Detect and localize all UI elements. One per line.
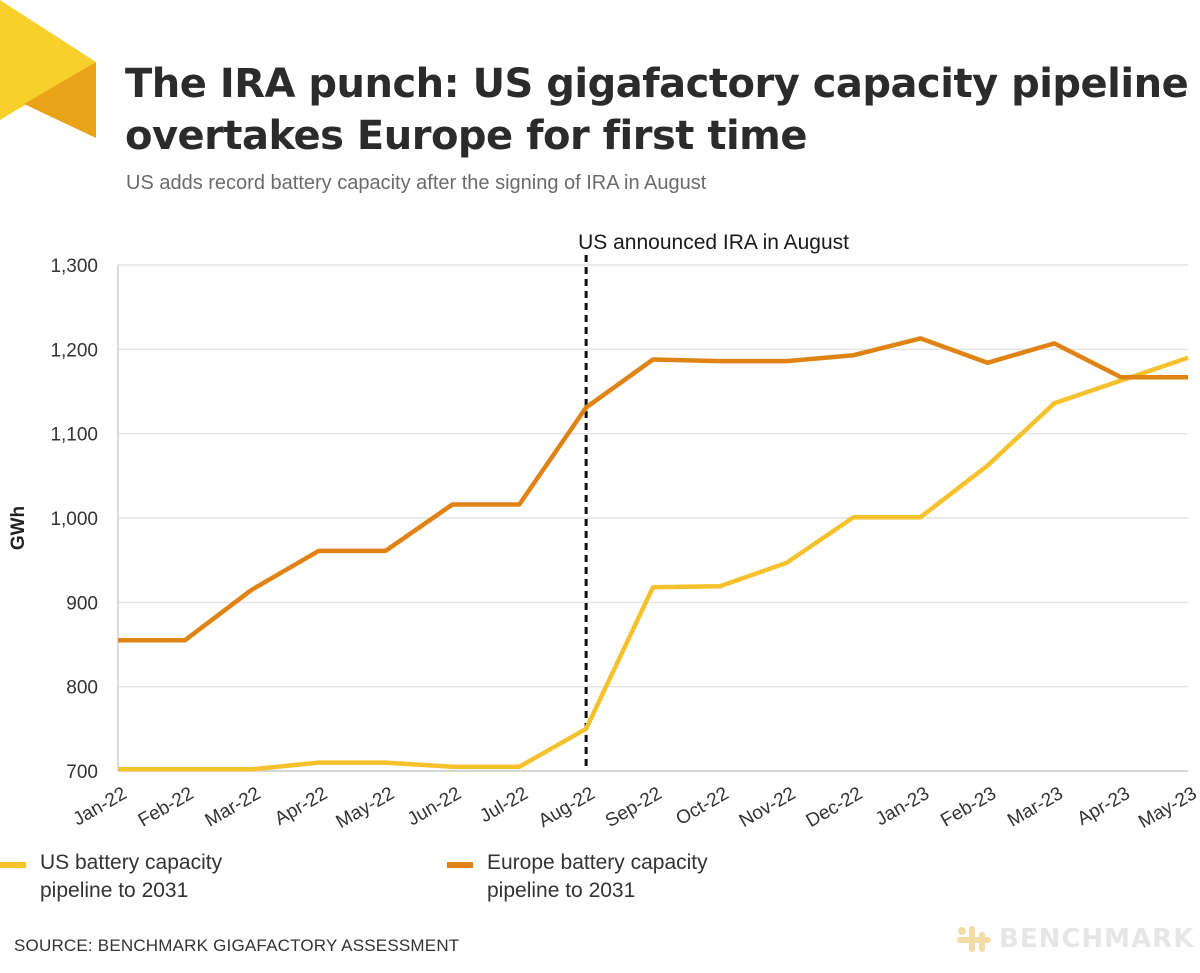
series-line-us — [118, 355, 1189, 772]
x-tick-label: May-22 — [333, 783, 398, 833]
line-chart: 700 800 900 1,000 1,100 1,200 1,300 GWh US anno… — [8, 231, 1200, 833]
series-layer — [118, 336, 1189, 772]
y-tick-label: 1,300 — [50, 256, 98, 277]
legend-label-us: US battery capacity pipeline to 2031 — [40, 851, 223, 902]
brand-logo-icon — [957, 926, 991, 952]
legend-swatch-us — [0, 862, 26, 868]
chart-subtitle: US adds record battery capacity after th… — [126, 172, 707, 194]
y-tick-label: 800 — [66, 678, 98, 699]
x-tick-label: Oct-22 — [672, 783, 732, 830]
x-tick-label: Mar-23 — [1004, 783, 1067, 831]
label-layer: Jan-22 Feb-22 Mar-22 Apr-22 May-22 Jun-22 Jul-… — [70, 783, 1200, 833]
y-tick-label: 1,100 — [50, 425, 98, 446]
grid-layer — [118, 264, 1188, 772]
logo-shape — [0, 0, 96, 138]
x-tick-label: Jan-23 — [872, 783, 933, 830]
legend-item-us: US battery capacity pipeline to 2031 — [0, 849, 270, 905]
annotation-label: US announced IRA in August — [578, 231, 849, 254]
x-tick-label: Jun-22 — [404, 783, 465, 830]
y-tick-label: 900 — [66, 593, 98, 614]
x-tick-label: Aug-22 — [535, 783, 599, 832]
y-axis-label: GWh — [8, 506, 29, 550]
x-tick-label: Feb-23 — [937, 783, 1000, 831]
brand-watermark: BENCHMARK — [955, 922, 1194, 956]
x-tick-label: Sep-22 — [602, 783, 666, 832]
logo-shape-light — [0, 0, 96, 120]
y-tick-label: 700 — [66, 762, 98, 783]
y-tick-label: 1,200 — [50, 340, 98, 361]
y-tick-label: 1,000 — [50, 509, 98, 530]
x-tick-label: Jan-22 — [70, 783, 131, 830]
x-tick-label: Nov-22 — [736, 783, 800, 832]
x-tick-label: Apr-22 — [271, 783, 331, 830]
legend-item-europe: Europe battery capacity pipeline to 2031 — [447, 849, 717, 905]
x-tick-label: Feb-22 — [135, 783, 198, 831]
source-note: SOURCE: BENCHMARK GIGAFACTORY ASSESSMENT — [14, 936, 460, 955]
annotation-layer: US announced IRA in August — [578, 231, 849, 771]
axis-layer: 700 800 900 1,000 1,100 1,200 1,300 GWh — [8, 256, 119, 783]
x-tick-label: Jul-22 — [476, 783, 531, 827]
x-tick-label: Apr-23 — [1074, 783, 1134, 830]
chart-title: The IRA punch: US gigafactory capacity p… — [125, 61, 1189, 159]
x-tick-label: May-23 — [1135, 783, 1200, 833]
legend-swatch-europe — [447, 862, 473, 868]
series-line-europe — [118, 336, 1188, 643]
legend-label-europe: Europe battery capacity pipeline to 2031 — [487, 851, 708, 902]
x-tick-label: Mar-22 — [202, 783, 265, 831]
logo-shape-dark — [24, 62, 96, 138]
brand-name: BENCHMARK — [999, 924, 1195, 954]
x-tick-label: Dec-22 — [803, 783, 867, 832]
